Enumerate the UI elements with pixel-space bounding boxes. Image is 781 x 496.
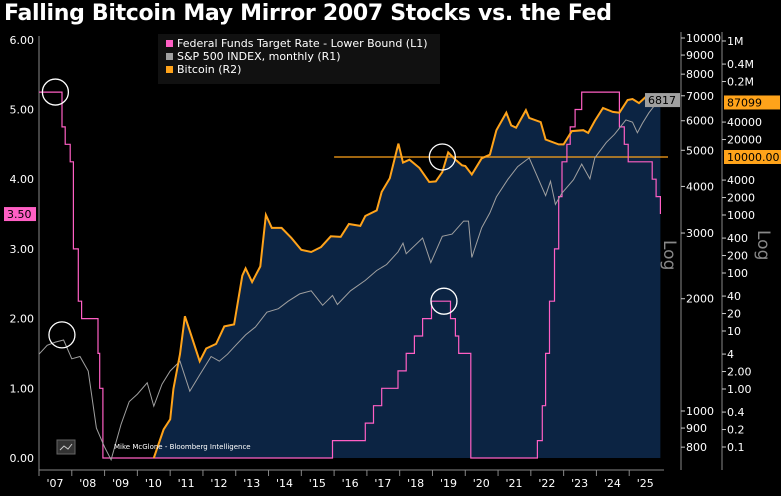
x-tick-label: '12: [210, 477, 227, 490]
right1-tick-label: 5000: [686, 144, 714, 157]
x-tick-label: '11: [178, 477, 195, 490]
right2-tick-label: 1000: [727, 209, 755, 222]
annotation-circle: [41, 78, 70, 106]
x-tick-label: '13: [243, 477, 260, 490]
x-tick-label: '16: [342, 477, 359, 490]
annotation-circle: [430, 287, 458, 315]
x-tick-label: '07: [46, 477, 63, 490]
right2-tick-label: 40000: [727, 116, 762, 129]
right1-tick-label: 3000: [686, 227, 714, 240]
left-tick-label: 3.00: [10, 243, 35, 256]
value-badge-label: 87099: [727, 96, 762, 109]
line-chart-icon: [59, 443, 73, 451]
legend-label: Federal Funds Target Rate - Lower Bound …: [177, 37, 428, 50]
annotation-circle: [48, 321, 76, 349]
x-tick-label: '25: [637, 477, 654, 490]
right1-tick-label: 7000: [686, 90, 714, 103]
x-tick-label: '21: [506, 477, 523, 490]
right1-tick-label: 10000: [686, 32, 721, 45]
legend-swatch: [166, 40, 173, 47]
bitcoin-area: [153, 95, 661, 458]
chart-title: Falling Bitcoin May Mirror 2007 Stocks v…: [4, 1, 612, 26]
x-tick-label: '23: [571, 477, 588, 490]
right1-tick-label: 900: [686, 422, 707, 435]
right1-tick-label: 1000: [686, 405, 714, 418]
left-tick-label: 4.00: [10, 173, 35, 186]
right2-axis-label: Log: [753, 230, 773, 260]
right2-tick-label: 0.4M: [727, 58, 754, 71]
right2-tick-label: 2000: [727, 192, 755, 205]
right2-tick-label: 4: [727, 348, 734, 361]
x-tick-label: '17: [374, 477, 391, 490]
x-tick-label: '20: [473, 477, 490, 490]
right1-tick-label: 8000: [686, 68, 714, 81]
right2-tick-label: 20000: [727, 134, 762, 147]
x-tick-label: '14: [276, 477, 293, 490]
left-tick-label: 6.00: [10, 34, 35, 47]
value-badge: [724, 150, 781, 164]
legend-box: [158, 34, 440, 84]
x-tick-label: '24: [604, 477, 621, 490]
value-badge-label: 10000.00: [727, 151, 780, 164]
value-badge: [645, 93, 680, 108]
right1-tick-label: 9000: [686, 49, 714, 62]
x-tick-label: '19: [440, 477, 457, 490]
left-tick-label: 2.00: [10, 313, 35, 326]
right2-tick-label: 0.2M: [727, 76, 754, 89]
right2-tick-label: 200: [727, 250, 748, 263]
x-tick-label: '09: [112, 477, 129, 490]
sp500-line: [38, 99, 660, 462]
right1-tick-label: 4000: [686, 180, 714, 193]
legend-label: S&P 500 INDEX, monthly (R1): [177, 50, 341, 63]
annotation-circle: [428, 143, 456, 171]
x-tick-label: '18: [407, 477, 424, 490]
right1-tick-label: 2000: [686, 293, 714, 306]
left-tick-label: 5.00: [10, 104, 35, 117]
value-badge: [4, 207, 36, 222]
right2-tick-label: 1M: [727, 35, 744, 48]
x-tick-label: '15: [309, 477, 326, 490]
value-badge: [724, 95, 780, 110]
right2-tick-label: 40: [727, 290, 741, 303]
legend-swatch: [166, 66, 173, 73]
credit-text: Mike McGlone - Bloomberg Intelligence: [114, 443, 251, 451]
right1-tick-label: 6000: [686, 115, 714, 128]
right2-tick-label: 0.4: [727, 406, 745, 419]
right2-tick-label: 0.2: [727, 424, 745, 437]
right1-tick-label: 800: [686, 441, 707, 454]
legend-swatch: [166, 53, 173, 60]
right2-tick-label: 1.00: [727, 383, 752, 396]
right2-tick-label: 4000: [727, 174, 755, 187]
right2-tick-label: 0.1: [727, 441, 745, 454]
x-tick-label: '22: [538, 477, 555, 490]
left-tick-label: 0.00: [10, 452, 35, 465]
left-tick-label: 1.00: [10, 382, 35, 395]
value-badge-label: 6817: [648, 94, 676, 107]
fed-funds-line: [39, 91, 661, 459]
right2-tick-label: 2.00: [727, 366, 752, 379]
right2-tick-label: 100: [727, 267, 748, 280]
x-tick-label: '08: [79, 477, 96, 490]
right2-tick-label: 400: [727, 232, 748, 245]
right1-axis-label: Log: [659, 240, 679, 270]
bitcoin-line: [152, 94, 662, 459]
x-tick-label: '10: [145, 477, 162, 490]
right2-tick-label: 10: [727, 325, 741, 338]
right2-tick-label: 20: [727, 308, 741, 321]
value-badge-label: 3.50: [7, 208, 32, 221]
legend-label: Bitcoin (R2): [177, 63, 241, 76]
